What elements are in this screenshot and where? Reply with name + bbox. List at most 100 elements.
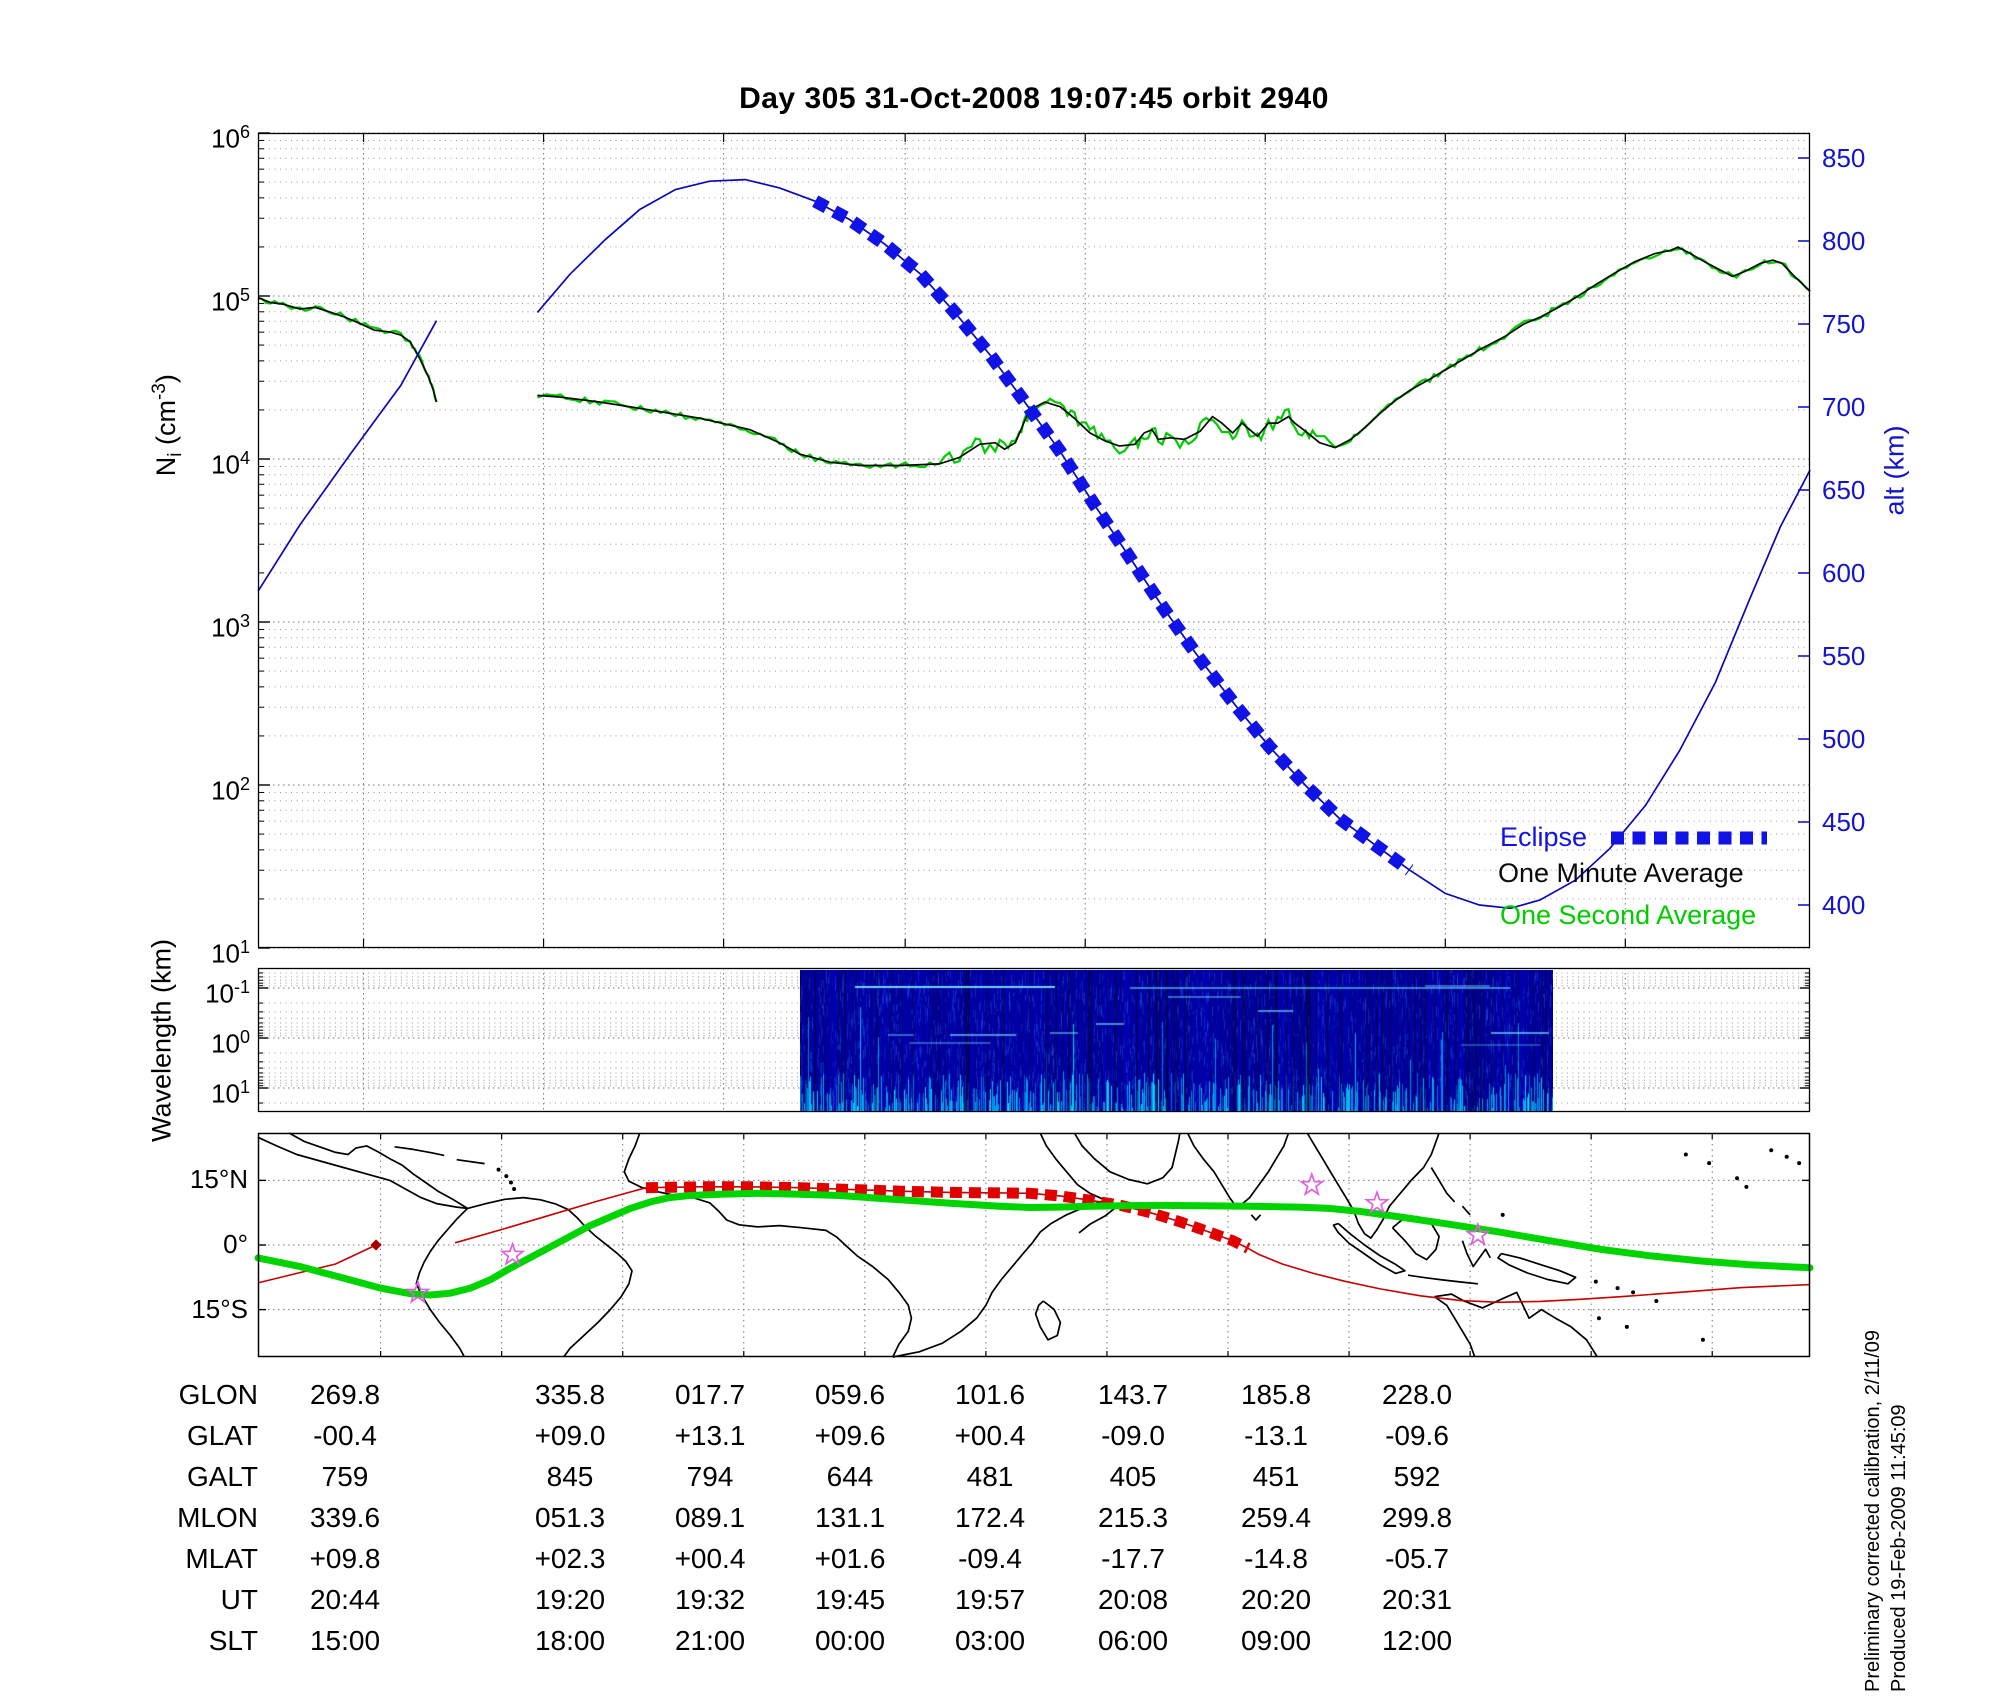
coastline xyxy=(257,1136,468,1210)
latitude-tick-label: 15°N xyxy=(189,1164,248,1195)
density-tick-label: 105 xyxy=(211,285,250,317)
altitude-tick-label: 400 xyxy=(1822,890,1866,920)
wavelength-tick-label: 100 xyxy=(211,1027,250,1059)
density-altitude-panel xyxy=(257,132,1811,949)
island-dot xyxy=(1735,1176,1740,1181)
table-cell: +00.4 xyxy=(954,1420,1026,1451)
island-dot xyxy=(1654,1299,1659,1303)
table-cell: 215.3 xyxy=(1097,1502,1169,1533)
coastline xyxy=(288,1132,468,1210)
panel-frame xyxy=(257,967,1811,1113)
ground-track-map xyxy=(254,1132,1814,1358)
table-cell: 644 xyxy=(826,1461,874,1492)
table-cell: +13.1 xyxy=(674,1420,746,1451)
density-tick-label: 101 xyxy=(211,937,250,969)
spectrogram-panel xyxy=(257,967,1811,1113)
coastline xyxy=(892,1199,1118,1358)
table-cell: 143.7 xyxy=(1097,1379,1169,1410)
coastline xyxy=(623,1132,913,1358)
altitude-curve xyxy=(257,320,438,592)
spectrogram-image xyxy=(800,969,1553,1111)
altitude-tick-label: 450 xyxy=(1822,807,1866,837)
star-marker xyxy=(1364,1189,1390,1215)
track-start-marker xyxy=(370,1239,382,1251)
altitude-tick-label: 800 xyxy=(1822,226,1866,256)
table-cell: 12:00 xyxy=(1381,1625,1453,1656)
table-cell: 15:00 xyxy=(309,1625,381,1656)
table-cell: 339.6 xyxy=(309,1502,381,1533)
table-cell: -14.8 xyxy=(1244,1543,1308,1574)
table-cell: 592 xyxy=(1393,1461,1441,1492)
eclipse-segment xyxy=(812,195,1414,876)
table-cell: -00.4 xyxy=(313,1420,377,1451)
wavelength-tick-label: 10-1 xyxy=(205,977,250,1009)
table-cell: 059.6 xyxy=(814,1379,886,1410)
produced-note: Produced 19-Feb-2009 11:45:09 xyxy=(1888,1404,1910,1692)
star-marker xyxy=(404,1279,431,1304)
table-row-label-mlat: MLAT xyxy=(185,1543,258,1574)
island-dot xyxy=(1683,1152,1688,1157)
table-row-label-mlon: MLON xyxy=(177,1502,258,1533)
table-cell: 335.8 xyxy=(534,1379,606,1410)
legend-one-second-label: One Second Average xyxy=(1500,900,1757,930)
ground-track-chart xyxy=(254,1132,1814,1358)
latitude-tick-label: 15°S xyxy=(191,1293,248,1324)
coastline xyxy=(1034,1300,1062,1341)
island-dot xyxy=(1707,1161,1712,1166)
legend-one-minute-label: One Minute Average xyxy=(1498,858,1744,888)
table-cell: +09.0 xyxy=(534,1420,606,1451)
island-dot xyxy=(512,1187,517,1191)
table-row-label-galt: GALT xyxy=(186,1461,258,1492)
table-cell: 299.8 xyxy=(1381,1502,1453,1533)
table-cell: 481 xyxy=(966,1461,1014,1492)
table-cell: +01.6 xyxy=(814,1543,886,1574)
table-cell: 845 xyxy=(546,1461,594,1492)
table-cell: 20:31 xyxy=(1381,1584,1453,1615)
table-cell: 19:45 xyxy=(814,1584,886,1615)
legend-eclipse-row: Eclipse xyxy=(1500,822,1773,853)
coastline xyxy=(1250,1214,1262,1221)
table-cell: 06:00 xyxy=(1097,1625,1169,1656)
one-second-average-curve xyxy=(257,297,438,403)
eclipse-ground-track xyxy=(645,1181,1251,1254)
table-row-label-glon: GLON xyxy=(178,1379,258,1410)
altitude-tick-label: 650 xyxy=(1822,475,1866,505)
coastline xyxy=(1332,1222,1406,1275)
altitude-curve xyxy=(536,178,1811,910)
table-cell: 101.6 xyxy=(954,1379,1026,1410)
coastline xyxy=(1407,1274,1478,1285)
coastline xyxy=(1186,1132,1290,1209)
legend-one-minute-row: One Minute Average xyxy=(1498,858,1744,889)
panel-frame xyxy=(257,132,1811,949)
table-cell: -09.4 xyxy=(958,1543,1022,1574)
table-cell: -09.6 xyxy=(1385,1420,1449,1451)
density-tick-label: 106 xyxy=(211,122,250,154)
table-row-label-glat: GLAT xyxy=(186,1420,258,1451)
island-dot xyxy=(1624,1324,1629,1329)
star-marker xyxy=(1464,1221,1491,1247)
coastline xyxy=(1497,1252,1577,1285)
table-row-label-slt: SLT xyxy=(208,1625,258,1656)
table-cell: -09.0 xyxy=(1101,1420,1165,1451)
table-cell: 00:00 xyxy=(814,1625,886,1656)
island-dot xyxy=(508,1180,513,1185)
island-dot xyxy=(1615,1286,1620,1291)
island-dot xyxy=(1784,1154,1789,1159)
star-marker xyxy=(499,1241,526,1266)
table-cell: +09.6 xyxy=(814,1420,886,1451)
density-tick-label: 104 xyxy=(211,448,250,480)
coastline xyxy=(1433,1296,1476,1358)
table-cell: 172.4 xyxy=(954,1502,1026,1533)
table-cell: 20:20 xyxy=(1240,1584,1312,1615)
altitude-tick-label: 850 xyxy=(1822,143,1866,173)
table-cell: 09:00 xyxy=(1240,1625,1312,1656)
one-minute-average-curve xyxy=(537,246,1811,467)
table-cell: 185.8 xyxy=(1240,1379,1312,1410)
latitude-tick-label: 0° xyxy=(223,1229,248,1259)
star-marker xyxy=(1298,1171,1325,1197)
table-cell: -05.7 xyxy=(1385,1543,1449,1574)
table-cell: +02.3 xyxy=(534,1543,606,1574)
island-dot xyxy=(1631,1290,1636,1295)
table-cell: 451 xyxy=(1252,1461,1300,1492)
